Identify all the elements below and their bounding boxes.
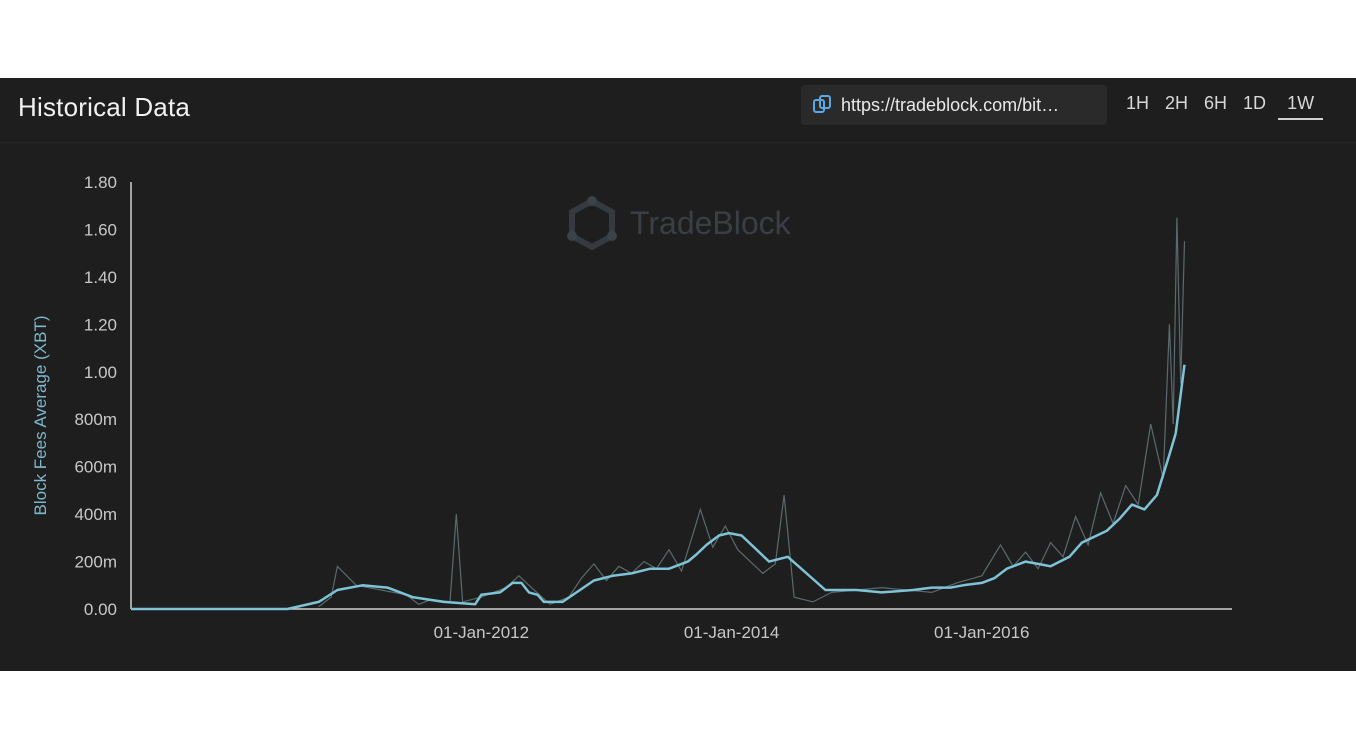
- block-fees-chart: TradeBlock 0.00 200m 400m 600m 800m 1.00 1.20 1…: [31, 173, 1232, 642]
- y-tick-label: 1.20: [84, 315, 117, 334]
- tradeblock-logo-icon: [567, 196, 617, 251]
- smoothed-series-line: [131, 433, 1177, 611]
- range-1h[interactable]: 1H: [1126, 93, 1150, 113]
- y-tick-label: 400m: [74, 505, 117, 524]
- y-axis-label: Block Fees Average (XBT): [31, 316, 50, 516]
- range-1d[interactable]: 1D: [1243, 93, 1267, 113]
- panel-header: Historical Data https://tradeblock.com/b…: [0, 78, 1356, 143]
- historical-data-panel: Historical Data https://tradeblock.com/b…: [0, 78, 1356, 671]
- y-tick-label: 1.80: [84, 173, 117, 192]
- watermark: TradeBlock: [567, 196, 792, 251]
- range-1w[interactable]: 1W: [1278, 90, 1324, 120]
- y-tick-label: 0.00: [84, 600, 117, 619]
- share-url-text[interactable]: https://tradeblock.com/bit…: [841, 94, 1060, 115]
- y-tick-label: 200m: [74, 553, 117, 572]
- y-tick-label: 1.40: [84, 268, 117, 287]
- y-tick-label: 800m: [74, 410, 117, 429]
- x-axis: 01-Jan-2012 01-Jan-2014 01-Jan-2016: [131, 608, 1232, 642]
- share-url-field[interactable]: https://tradeblock.com/bit…: [801, 85, 1107, 125]
- raw-series-line: [318, 217, 1186, 608]
- y-axis: 0.00 200m 400m 600m 800m 1.00 1.20 1.40 1.60 1.80: [74, 173, 132, 619]
- x-tick-label: 01-Jan-2014: [684, 623, 779, 642]
- range-selector: 1H 2H 6H 1D 1W: [1118, 90, 1324, 120]
- y-tick-label: 600m: [74, 458, 117, 477]
- x-tick-label: 01-Jan-2016: [934, 623, 1029, 642]
- x-tick-label: 01-Jan-2012: [434, 623, 529, 642]
- y-tick-label: 1.60: [84, 220, 117, 239]
- range-2h[interactable]: 2H: [1165, 93, 1189, 113]
- smoothed-series-tail: [1174, 364, 1186, 434]
- page-title: Historical Data: [18, 92, 191, 122]
- y-tick-label: 1.00: [84, 363, 117, 382]
- range-6h[interactable]: 6H: [1204, 93, 1228, 113]
- series-group: [131, 217, 1186, 611]
- watermark-text: TradeBlock: [630, 205, 792, 241]
- copy-icon[interactable]: [811, 94, 833, 116]
